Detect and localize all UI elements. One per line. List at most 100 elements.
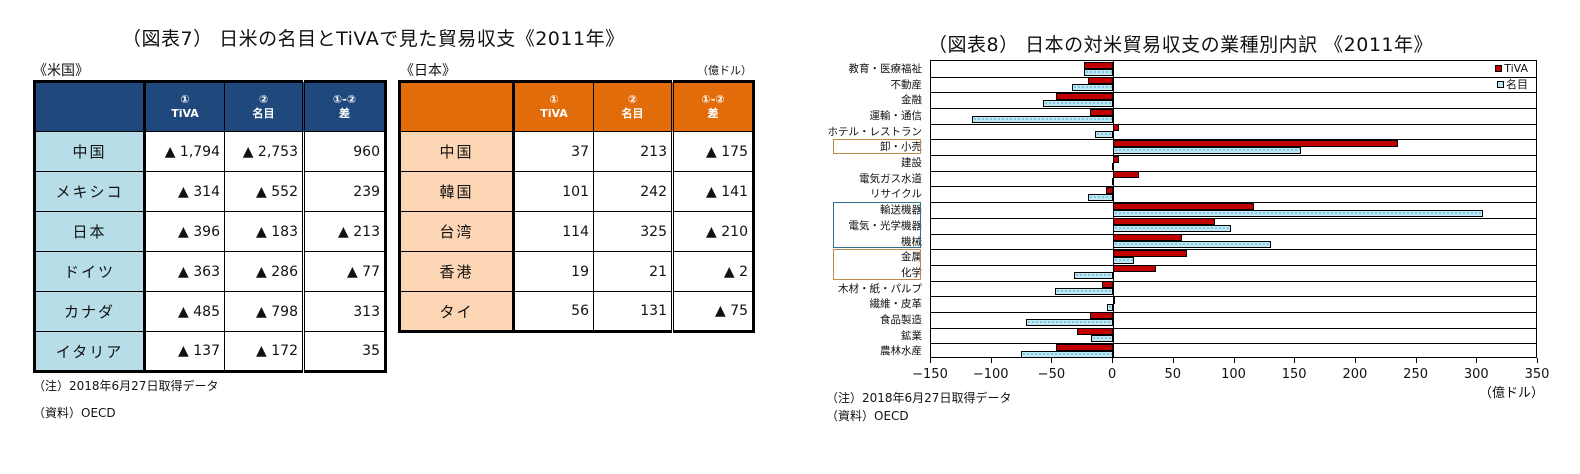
tiva-cell: 101 <box>513 171 594 212</box>
tiva-bar <box>1113 234 1183 242</box>
category-group-box <box>833 202 921 249</box>
nominal-cell: ▲ 552 <box>224 171 304 212</box>
nominal-bar <box>1111 162 1114 170</box>
tiva-bar <box>1090 312 1114 320</box>
header-nominal: ② 名目 <box>224 81 304 132</box>
category-separator <box>931 327 1536 329</box>
tiva-bar <box>1113 139 1399 147</box>
nominal-bar <box>1071 84 1114 92</box>
figure8-title: （図表8） 日本の対米貿易収支の業種別内訳 《2011年》 <box>928 34 1434 56</box>
us-table-label: 《米国》 <box>33 63 89 79</box>
country-cell: カナダ <box>34 291 146 332</box>
country-cell: 台湾 <box>399 211 515 252</box>
x-tick-label: 150 <box>1281 367 1307 382</box>
nominal-bar <box>1042 99 1114 107</box>
category-label: 金融 <box>901 94 922 107</box>
diff-cell: ▲ 175 <box>671 131 754 172</box>
nominal-bar <box>1113 225 1231 233</box>
category-separator <box>931 186 1536 188</box>
nominal-bar <box>972 115 1114 123</box>
nominal-cell: ▲ 183 <box>224 211 304 252</box>
nominal-bar <box>1111 178 1114 186</box>
diff-cell: ▲ 213 <box>302 211 386 252</box>
x-tick <box>1051 358 1053 363</box>
nominal-bar <box>1113 146 1302 154</box>
category-label: 繊維・皮革 <box>869 298 923 311</box>
table-row: 台湾 114 325 ▲ 210 <box>399 211 754 252</box>
category-group-box <box>833 249 921 280</box>
category-separator <box>931 123 1536 125</box>
tiva-bar <box>1113 296 1116 304</box>
country-cell: 中国 <box>399 131 515 172</box>
category-label: 教育・医療福祉 <box>848 63 923 75</box>
x-axis-unit: （億ドル） <box>1479 386 1545 401</box>
x-tick-label: 100 <box>1221 367 1246 382</box>
category-label: 運輸・通信 <box>869 110 923 123</box>
nominal-cell: ▲ 2,753 <box>224 131 304 172</box>
diff-cell: ▲ 141 <box>671 171 754 212</box>
table-row: カナダ ▲ 485 ▲ 798 313 <box>34 291 386 332</box>
figure8-source: （資料）OECD <box>826 409 909 423</box>
tiva-cell: ▲ 396 <box>144 211 225 252</box>
nominal-cell: ▲ 798 <box>224 291 304 332</box>
table-row: 日本 ▲ 396 ▲ 183 ▲ 213 <box>34 211 386 252</box>
tiva-cell: ▲ 314 <box>144 171 225 212</box>
country-cell: 日本 <box>34 211 146 252</box>
tiva-bar <box>1113 265 1156 273</box>
category-separator <box>931 296 1536 298</box>
country-cell: ドイツ <box>34 251 146 292</box>
nominal-bar <box>1054 288 1114 296</box>
category-separator <box>931 280 1536 282</box>
nominal-bar <box>1113 209 1484 217</box>
nominal-bar <box>1087 193 1114 201</box>
figure8-note: （注）2018年6月27日取得データ <box>826 391 1012 405</box>
table-row: 中国 37 213 ▲ 175 <box>399 131 754 172</box>
header-diff: ①-② 差 <box>302 81 386 132</box>
nominal-cell: 213 <box>593 131 673 172</box>
header-tiva: ① TiVA <box>144 81 225 132</box>
category-label: 食品製造 <box>880 313 922 326</box>
x-tick-label: 300 <box>1463 367 1489 382</box>
category-separator <box>931 249 1536 251</box>
tiva-bar <box>1056 343 1114 351</box>
x-tick <box>1415 358 1417 363</box>
category-separator <box>931 170 1536 172</box>
category-separator <box>931 155 1536 157</box>
x-tick <box>1172 358 1174 363</box>
header-diff: ①-② 差 <box>671 81 754 132</box>
nominal-bar <box>1094 131 1114 139</box>
nominal-bar <box>1074 272 1114 280</box>
figure7-note: （注）2018年6月27日取得データ <box>33 379 219 393</box>
category-label: 化学 <box>901 266 922 279</box>
tiva-cell: ▲ 363 <box>144 251 225 292</box>
tiva-bar <box>1113 202 1254 210</box>
diff-cell: ▲ 77 <box>302 251 386 292</box>
category-label: 金属 <box>901 251 922 264</box>
country-cell: 中国 <box>34 131 146 172</box>
country-cell: 香港 <box>399 251 515 292</box>
country-cell: メキシコ <box>34 171 146 212</box>
tiva-cell: ▲ 1,794 <box>144 131 225 172</box>
x-tick <box>1537 358 1538 363</box>
table-row: ドイツ ▲ 363 ▲ 286 ▲ 77 <box>34 251 386 292</box>
x-tick <box>930 358 931 363</box>
tiva-bar <box>1087 77 1114 85</box>
table-row: イタリア ▲ 137 ▲ 172 35 <box>34 331 386 372</box>
nominal-bar <box>1020 350 1114 358</box>
x-tick-label: 200 <box>1342 367 1368 382</box>
nominal-bar <box>1091 335 1114 343</box>
category-label: 農林水産 <box>880 345 922 358</box>
category-label: 鉱業 <box>901 329 922 342</box>
tiva-cell: 114 <box>513 211 594 252</box>
us-trade-table: ① TiVA ② 名目 ①-② 差 中国 ▲ 1,794 ▲ 2,753 960 メキシコ ▲ … <box>33 80 387 373</box>
category-label: 木材・紙・パルプ <box>838 282 922 295</box>
nominal-bar <box>1113 241 1271 249</box>
figure7-title: （図表7） 日米の名目とTiVAで見た貿易収支《2011年》 <box>122 28 625 50</box>
x-tick-label: −100 <box>972 367 1009 382</box>
category-separator <box>931 76 1536 78</box>
header-corner <box>34 81 146 132</box>
header-tiva: ① TiVA <box>513 81 594 132</box>
tiva-bar <box>1113 218 1216 226</box>
category-separator <box>931 108 1536 110</box>
table-row: 香港 19 21 ▲ 2 <box>399 251 754 292</box>
